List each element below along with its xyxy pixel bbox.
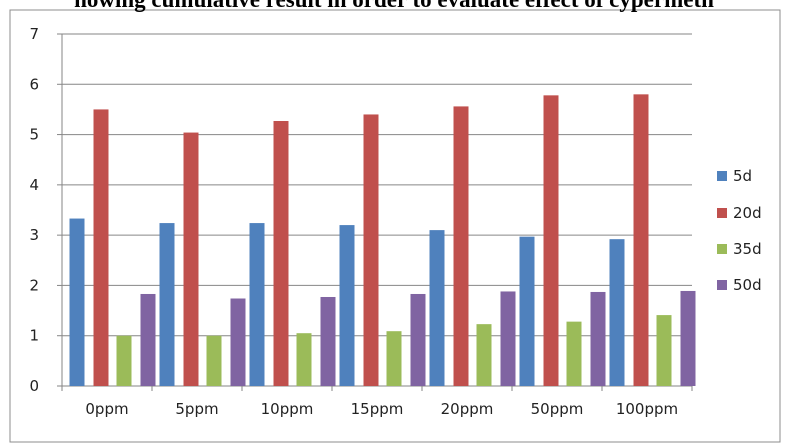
y-tick-label: 2	[29, 276, 39, 294]
legend: 5d 20d 35d 50d	[717, 167, 762, 294]
legend-swatch-20d	[717, 208, 727, 218]
bar-50d-100ppm	[680, 290, 696, 386]
bar-35d-0ppm	[116, 335, 132, 386]
bar-5d-0ppm	[69, 218, 85, 386]
legend-label-35d: 35d	[733, 240, 762, 258]
bar-50d-10ppm	[320, 296, 336, 386]
y-tick-labels: 0 1 2 3 4 5 6 7	[29, 25, 39, 395]
bar-20d-0ppm	[93, 109, 109, 386]
y-tick-label: 7	[29, 25, 39, 43]
x-tick-label: 100ppm	[616, 400, 678, 418]
bar-5d-20ppm	[429, 230, 445, 386]
y-tick-label: 3	[29, 226, 39, 244]
y-tick-label: 5	[29, 126, 39, 144]
x-tick-label: 15ppm	[351, 400, 404, 418]
bar-50d-5ppm	[230, 298, 246, 386]
legend-swatch-35d	[717, 244, 727, 254]
bar-50d-50ppm	[590, 291, 606, 386]
bar-20d-5ppm	[183, 132, 199, 386]
legend-label-50d: 50d	[733, 276, 762, 294]
bar-20d-10ppm	[273, 120, 289, 386]
bar-5d-15ppm	[339, 225, 355, 386]
legend-label-20d: 20d	[733, 204, 762, 222]
bar-35d-15ppm	[386, 331, 402, 386]
legend-label-5d: 5d	[733, 167, 752, 185]
bar-5d-10ppm	[249, 223, 265, 386]
x-tick-label: 20ppm	[441, 400, 494, 418]
y-tick-label: 0	[29, 377, 39, 395]
x-tick-label: 0ppm	[85, 400, 128, 418]
y-tick-label: 6	[29, 75, 39, 93]
bar-20d-100ppm	[633, 94, 649, 386]
bar-50d-0ppm	[140, 293, 156, 386]
legend-swatch-5d	[717, 171, 727, 181]
x-tick-label: 50ppm	[531, 400, 584, 418]
bar-35d-50ppm	[566, 321, 582, 386]
bar-20d-50ppm	[543, 95, 559, 386]
bar-20d-15ppm	[363, 114, 379, 386]
x-tick-label: 10ppm	[261, 400, 314, 418]
bar-35d-10ppm	[296, 333, 312, 386]
bar-20d-20ppm	[453, 106, 469, 386]
chart-heading: howing cumulative result in order to eva…	[0, 0, 788, 13]
bar-35d-20ppm	[476, 324, 492, 386]
bar-50d-15ppm	[410, 293, 426, 386]
y-tick-label: 4	[29, 176, 39, 194]
legend-swatch-50d	[717, 280, 727, 290]
bars	[69, 94, 696, 386]
bar-5d-100ppm	[609, 239, 625, 386]
bar-50d-20ppm	[500, 291, 516, 386]
x-tick-labels: 0ppm 5ppm 10ppm 15ppm 20ppm 50ppm 100ppm	[61, 386, 693, 418]
x-tick-label: 5ppm	[175, 400, 218, 418]
bar-5d-5ppm	[159, 223, 175, 386]
bar-5d-50ppm	[519, 236, 535, 386]
bar-35d-5ppm	[206, 335, 222, 386]
y-tick-label: 1	[29, 327, 39, 345]
bar-35d-100ppm	[656, 315, 672, 386]
